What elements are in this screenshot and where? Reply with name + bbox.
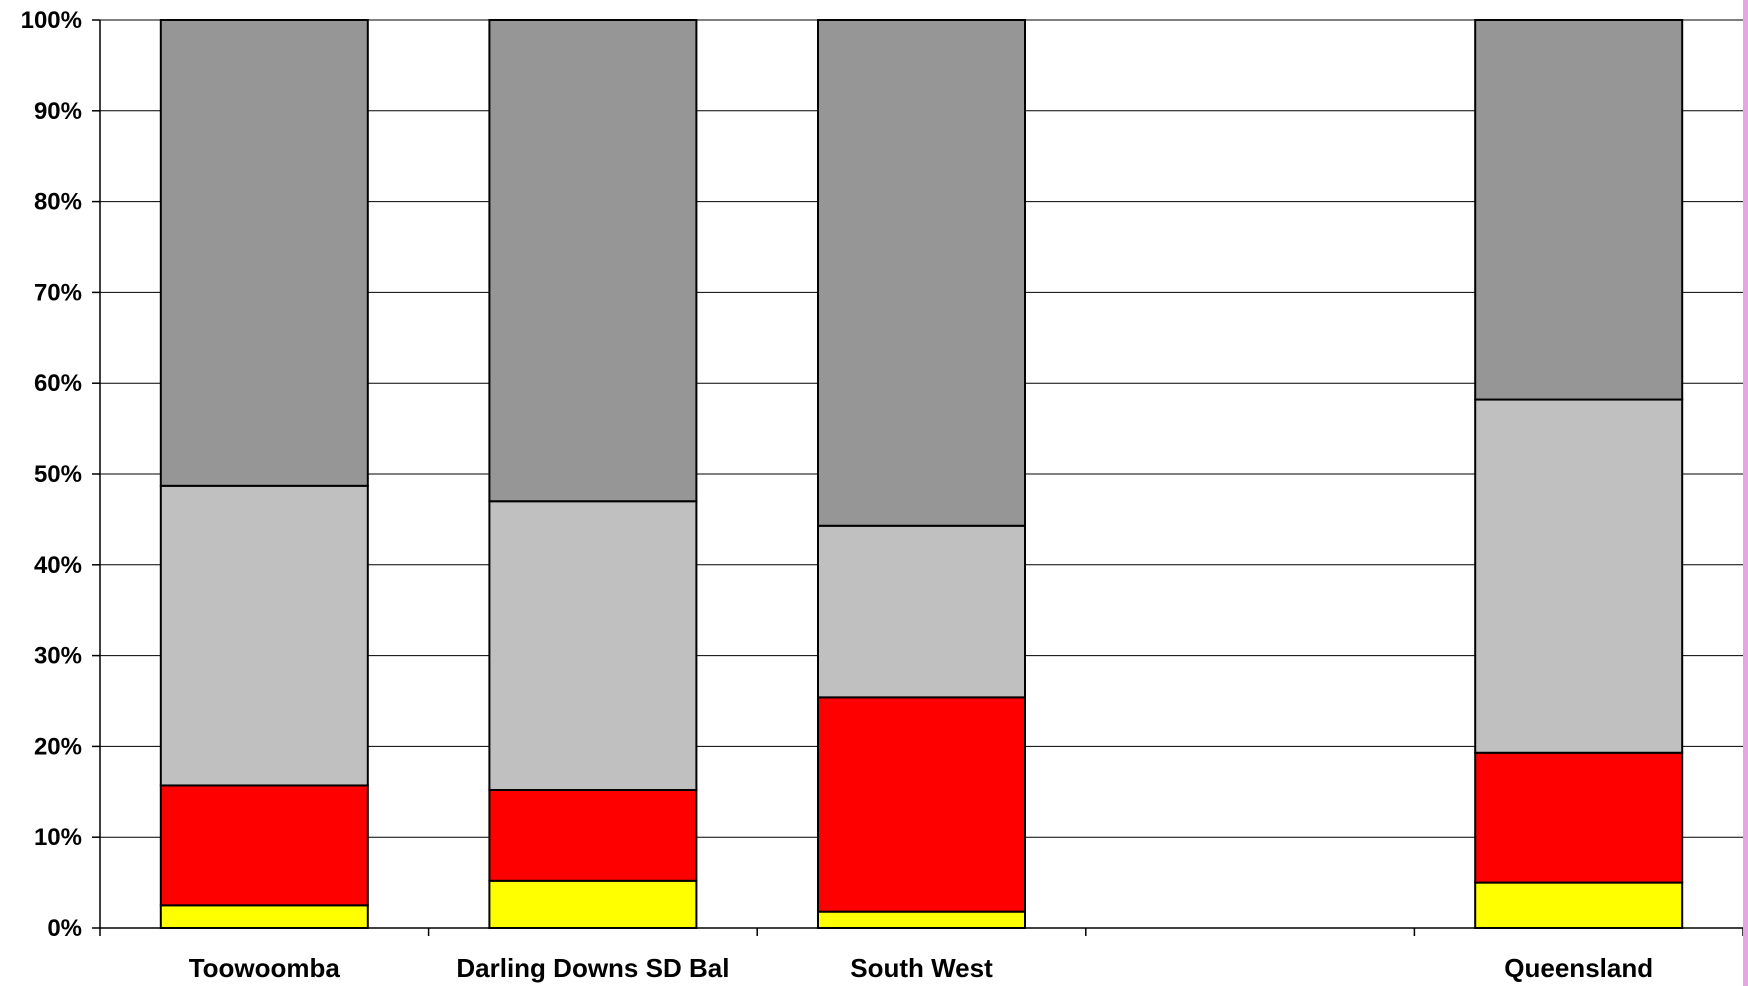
bar-segment	[1474, 881, 1684, 929]
bar-segment	[159, 904, 369, 929]
y-tick-label: 40%	[34, 552, 82, 579]
x-category-label: South West	[850, 953, 993, 983]
y-tick-label: 100%	[21, 7, 82, 34]
x-category-label: Queensland	[1504, 953, 1653, 983]
y-tick-label: 60%	[34, 370, 82, 397]
y-tick-labels: 0% 10% 20% 30% 40% 50% 60% 70% 80% 90% 100%	[21, 7, 100, 942]
y-tick-label: 10%	[34, 824, 82, 851]
y-tick-label: 30%	[34, 643, 82, 670]
bars	[159, 19, 1684, 930]
bar-segment	[159, 484, 369, 787]
bar-segment	[1474, 751, 1684, 884]
x-category-labels: Toowoomba Darling Downs SD Bal South West Q…	[189, 953, 1653, 983]
y-tick-label: 70%	[34, 279, 82, 306]
bar-segment	[159, 784, 369, 907]
bar-segment	[488, 500, 698, 791]
y-tick-label: 90%	[34, 98, 82, 125]
y-tick-label: 80%	[34, 189, 82, 216]
bar-segment	[817, 910, 1026, 930]
bar-segment	[488, 19, 698, 503]
bar-segment	[159, 19, 369, 487]
y-tick-label: 50%	[34, 461, 82, 488]
y-tick-label: 20%	[34, 733, 82, 760]
bar-segment	[1474, 19, 1684, 401]
bar-segment	[817, 524, 1026, 699]
bar-segment	[488, 879, 698, 929]
bar-segment	[817, 696, 1026, 913]
bar-segment	[488, 788, 698, 882]
x-category-label: Toowoomba	[189, 953, 341, 983]
y-tick-label: 0%	[47, 915, 82, 942]
window-edge	[1743, 0, 1748, 986]
x-category-label: Darling Downs SD Bal	[456, 953, 729, 983]
bar-segment	[1474, 398, 1684, 754]
bar-segment	[817, 19, 1026, 527]
